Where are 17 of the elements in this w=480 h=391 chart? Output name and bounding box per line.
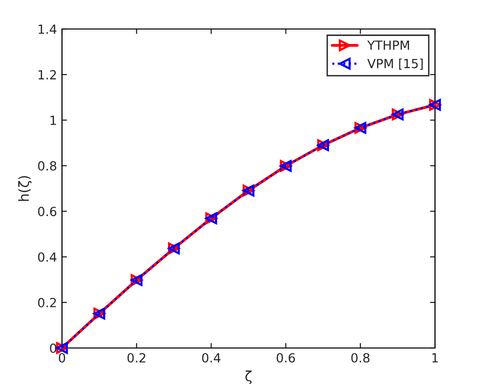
y-tick-label: 0.6 — [38, 206, 56, 216]
x-axis-title: ζ — [245, 370, 252, 384]
y-tick-label: 0.8 — [38, 161, 56, 171]
y-tick-label: 0.4 — [38, 252, 56, 262]
y-axis-title: h(ζ) — [18, 176, 32, 201]
y-tick-label: 0.2 — [38, 298, 56, 308]
x-tick-label: 0.4 — [202, 353, 220, 363]
y-tick-label: 1.4 — [38, 24, 56, 34]
legend-label: YTHPM — [367, 40, 410, 50]
x-tick-label: 1 — [432, 353, 438, 362]
y-tick-label: 1.2 — [38, 70, 56, 80]
legend-label: VPM [15] — [367, 58, 423, 70]
x-tick-label: 0.6 — [276, 353, 295, 363]
y-tick-label: 1 — [50, 116, 56, 125]
x-tick-label: 0.8 — [351, 353, 370, 363]
x-tick-label: 0.2 — [127, 353, 146, 363]
x-tick-label: 0 — [58, 353, 66, 363]
